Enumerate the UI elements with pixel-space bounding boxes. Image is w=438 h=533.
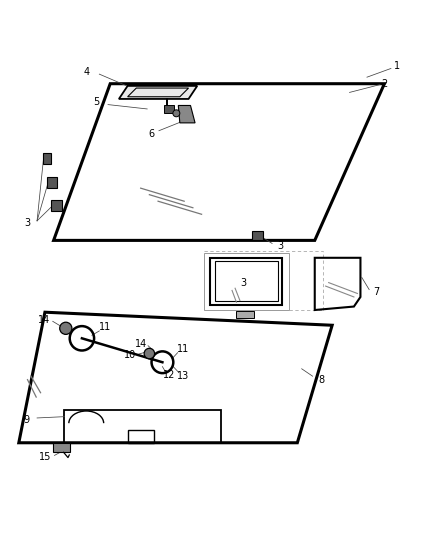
Text: 3: 3 bbox=[240, 278, 246, 288]
Text: 5: 5 bbox=[93, 97, 99, 107]
Polygon shape bbox=[252, 231, 262, 240]
Text: 4: 4 bbox=[84, 67, 90, 77]
Text: 2: 2 bbox=[381, 79, 388, 88]
Text: 15: 15 bbox=[39, 452, 51, 462]
Polygon shape bbox=[51, 200, 62, 211]
Polygon shape bbox=[178, 106, 195, 123]
Polygon shape bbox=[53, 443, 70, 453]
Circle shape bbox=[144, 349, 155, 359]
Polygon shape bbox=[119, 86, 197, 99]
Text: 11: 11 bbox=[177, 344, 190, 354]
Circle shape bbox=[173, 110, 180, 117]
Text: 11: 11 bbox=[99, 322, 111, 333]
Text: 7: 7 bbox=[374, 287, 380, 297]
Text: 12: 12 bbox=[163, 370, 175, 381]
Bar bbox=[164, 104, 174, 114]
Polygon shape bbox=[47, 177, 57, 188]
Text: 14: 14 bbox=[38, 314, 50, 325]
Polygon shape bbox=[43, 154, 51, 164]
Circle shape bbox=[60, 322, 72, 334]
Text: 3: 3 bbox=[25, 218, 31, 228]
Text: 9: 9 bbox=[24, 415, 30, 425]
Bar bbox=[237, 311, 254, 318]
Text: 10: 10 bbox=[124, 350, 136, 360]
Text: 13: 13 bbox=[177, 371, 190, 381]
Text: 14: 14 bbox=[134, 339, 147, 349]
Text: 6: 6 bbox=[148, 129, 155, 139]
Text: 1: 1 bbox=[394, 61, 400, 71]
Text: 8: 8 bbox=[318, 375, 325, 385]
Text: 3: 3 bbox=[277, 241, 283, 251]
